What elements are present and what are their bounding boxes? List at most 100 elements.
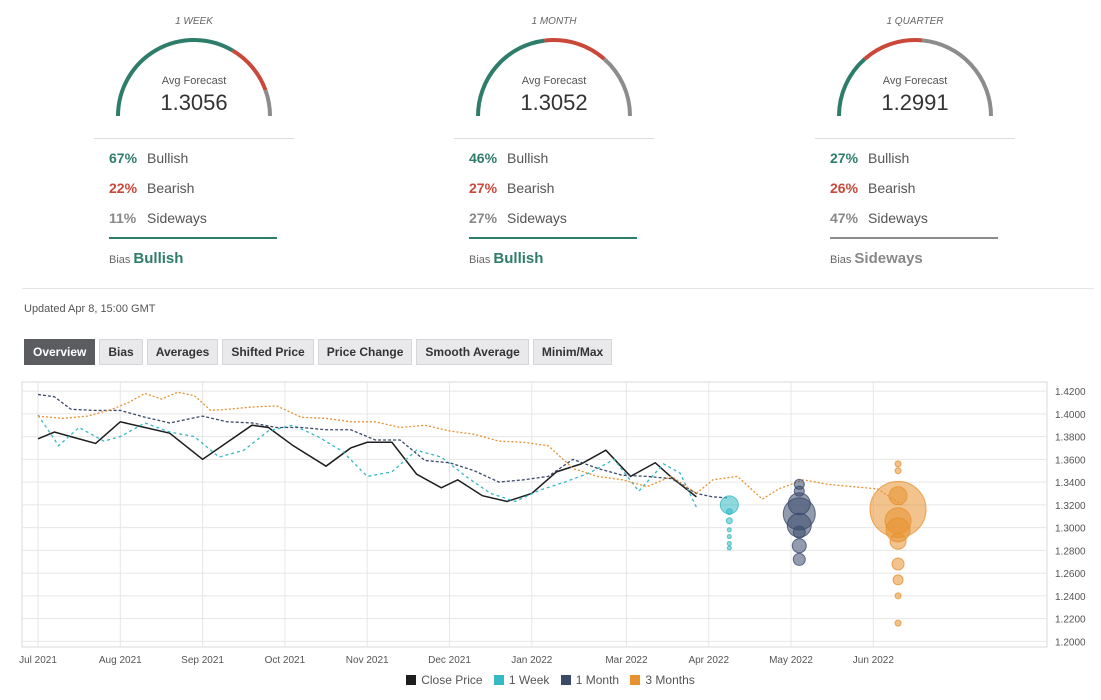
sideways-stat: 47% Sideways (830, 210, 928, 226)
gauge-bullish-segment (476, 38, 545, 117)
bearish-stat: 26% Bearish (830, 180, 915, 196)
y-tick-label: 1.3600 (1055, 455, 1086, 466)
gauge-arc (476, 38, 632, 117)
bullish-pct: 67% (109, 150, 138, 166)
bias-indicator: Bias Sideways (830, 250, 923, 267)
legend-close-price[interactable]: Close Price (406, 673, 483, 687)
bias-value: Bullish (133, 250, 184, 267)
forecast-bubble-1-week[interactable] (725, 517, 733, 525)
x-tick-label: Jul 2021 (19, 655, 57, 666)
bias-indicator: Bias Bullish (469, 250, 543, 267)
bearish-label: Bearish (868, 180, 916, 196)
tab-smooth-average[interactable]: Smooth Average (416, 339, 529, 365)
gauge-period: 1 WEEK (175, 16, 213, 27)
sideways-label: Sideways (868, 210, 928, 226)
forecast-bubble-3-months[interactable] (894, 467, 902, 475)
y-tick-label: 1.2400 (1055, 592, 1086, 603)
avg-forecast-value: 1.3052 (520, 90, 588, 115)
sideways-pct: 27% (469, 210, 498, 226)
forecast-bubble-3-months[interactable] (894, 592, 902, 600)
legend-label: 3 Months (645, 673, 695, 687)
bearish-pct: 27% (469, 180, 498, 196)
bullish-label: Bullish (147, 150, 189, 166)
series-line-close-price (37, 420, 697, 503)
bearish-stat: 22% Bearish (109, 180, 194, 196)
gauge-bearish-segment (544, 38, 606, 61)
legend-3-months[interactable]: 3 Months (630, 673, 695, 687)
series-line-3-months (37, 391, 903, 506)
avg-forecast-value: 1.3056 (160, 90, 228, 115)
bullish-stat: 67% Bullish (109, 150, 188, 166)
sideways-stat: 27% Sideways (469, 210, 567, 226)
x-tick-label: Aug 2021 (99, 655, 142, 666)
gauge-sideways-segment (602, 57, 632, 117)
gauge-bearish-segment (231, 48, 268, 91)
y-tick-label: 1.2600 (1055, 569, 1086, 580)
legend-1-month[interactable]: 1 Month (560, 673, 619, 687)
x-tick-label: Mar 2022 (605, 655, 648, 666)
bearish-label: Bearish (147, 180, 195, 196)
forecast-bubble-3-months[interactable] (889, 532, 907, 550)
bias-label: Bias (469, 254, 491, 266)
forecast-bubble-3-months[interactable] (894, 619, 902, 627)
forecast-bubble-3-months[interactable] (894, 460, 902, 468)
bias-underline (109, 237, 277, 239)
forecast-bubble-1-week[interactable] (726, 534, 732, 540)
avg-forecast-label: Avg Forecast (882, 75, 948, 87)
tab-minim-max[interactable]: Minim/Max (532, 339, 613, 365)
bias-label: Bias (830, 254, 852, 266)
tab-overview[interactable]: Overview (24, 339, 96, 365)
sideways-pct: 11% (109, 210, 137, 226)
gauge-bullish-segment (837, 57, 867, 117)
bearish-pct: 22% (109, 180, 138, 196)
tab-price-change[interactable]: Price Change (317, 339, 413, 365)
legend-1-week[interactable]: 1 Week (493, 673, 549, 687)
x-tick-label: Oct 2021 (265, 655, 306, 666)
series-line-1-month (37, 393, 730, 499)
forecast-bubble-1-month[interactable] (792, 552, 806, 566)
bias-value: Sideways (854, 250, 923, 267)
bearish-stat: 27% Bearish (469, 180, 554, 196)
avg-forecast-label: Avg Forecast (161, 75, 227, 87)
y-tick-label: 1.4000 (1055, 410, 1086, 421)
gauge-arc (116, 38, 272, 117)
bullish-pct: 27% (830, 150, 859, 166)
x-tick-label: Apr 2022 (688, 655, 729, 666)
tab-shifted-price[interactable]: Shifted Price (222, 339, 314, 365)
forecast-bubble-1-month[interactable] (792, 525, 806, 539)
gauge-bearish-segment (863, 38, 923, 61)
legend-label: Close Price (421, 673, 483, 687)
y-tick-label: 1.2800 (1055, 546, 1086, 557)
forecast-bubble-1-week[interactable] (726, 527, 732, 533)
gauge-period: 1 QUARTER (886, 16, 944, 27)
tab-bias[interactable]: Bias (99, 339, 143, 365)
sideways-stat: 11% Sideways (109, 210, 207, 226)
gauge-arc (837, 38, 993, 117)
y-tick-label: 1.2000 (1055, 637, 1086, 648)
y-tick-label: 1.3800 (1055, 433, 1086, 444)
y-tick-label: 1.2200 (1055, 615, 1086, 626)
series-line-1-week (37, 414, 697, 508)
bullish-pct: 46% (469, 150, 498, 166)
y-tick-label: 1.3000 (1055, 524, 1086, 535)
gauge-period: 1 MONTH (531, 16, 577, 27)
forecast-bubble-3-months[interactable] (891, 557, 905, 571)
tab-averages[interactable]: Averages (146, 339, 219, 365)
bullish-label: Bullish (507, 150, 549, 166)
bias-indicator: Bias Bullish (109, 250, 183, 267)
bullish-stat: 46% Bullish (469, 150, 548, 166)
forecast-bubble-1-week[interactable] (726, 545, 732, 551)
bullish-stat: 27% Bullish (830, 150, 909, 166)
gauge-sideways-segment (921, 38, 993, 117)
x-tick-label: Jun 2022 (853, 655, 895, 666)
bias-value: Bullish (493, 250, 544, 267)
y-tick-label: 1.3400 (1055, 478, 1086, 489)
bearish-pct: 26% (830, 180, 859, 196)
forecast-bubble-3-months[interactable] (892, 574, 904, 586)
forecast-bubble-1-week[interactable] (726, 541, 732, 547)
forecast-bubble-1-month[interactable] (791, 538, 807, 554)
bias-label: Bias (109, 254, 131, 266)
forecast-bubble-1-week[interactable] (725, 508, 733, 516)
chart-tabs: Overview Bias Averages Shifted Price Pri… (24, 339, 613, 365)
bias-underline (830, 237, 998, 239)
